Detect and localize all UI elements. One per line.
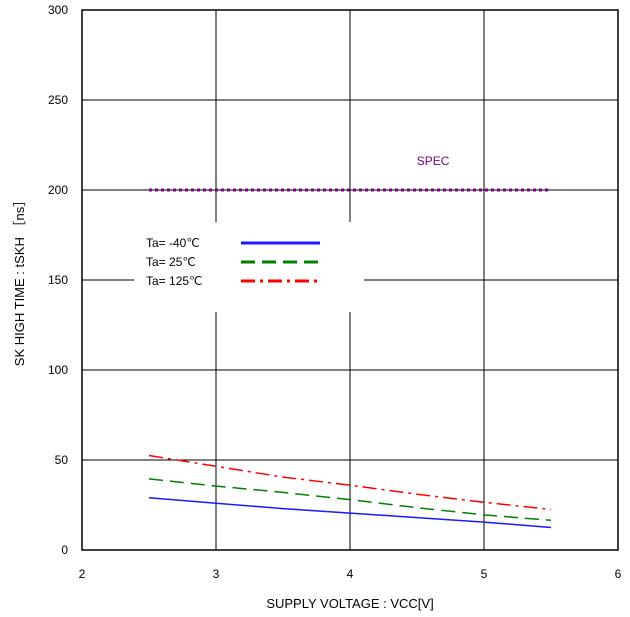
spec-label: SPEC [417, 154, 450, 168]
x-tick-label: 6 [615, 567, 622, 581]
spec-line-group: SPEC [149, 154, 551, 192]
legend-label-3: Ta= 125℃ [146, 274, 203, 288]
y-tick-label: 250 [48, 93, 68, 107]
x-tick-labels: 2 3 4 5 6 [79, 567, 622, 581]
y-axis-label: SK HIGH TIME : tSKH ［ns］ [12, 194, 27, 366]
series-line-2 [148, 478, 552, 522]
series-line-3 [148, 454, 552, 511]
legend: Ta= -40℃ Ta= 25℃ Ta= 125℃ [134, 222, 364, 312]
legend-box [134, 222, 364, 312]
x-tick-label: 3 [213, 567, 220, 581]
y-tick-label: 50 [55, 453, 69, 467]
x-axis-label: SUPPLY VOLTAGE : VCC[V] [266, 596, 433, 611]
x-tick-label: 4 [347, 567, 354, 581]
y-tick-label: 0 [61, 543, 68, 557]
series-line-1 [148, 497, 552, 529]
y-tick-label: 150 [48, 273, 68, 287]
y-tick-label: 100 [48, 363, 68, 377]
y-tick-label: 200 [48, 183, 68, 197]
legend-label-2: Ta= 25℃ [146, 255, 196, 269]
x-tick-label: 2 [79, 567, 86, 581]
y-tick-labels: 0 50 100 150 200 250 300 [48, 3, 68, 557]
x-tick-label: 5 [481, 567, 488, 581]
legend-label-1: Ta= -40℃ [146, 236, 200, 250]
y-tick-label: 300 [48, 3, 68, 17]
series-group [148, 454, 552, 529]
